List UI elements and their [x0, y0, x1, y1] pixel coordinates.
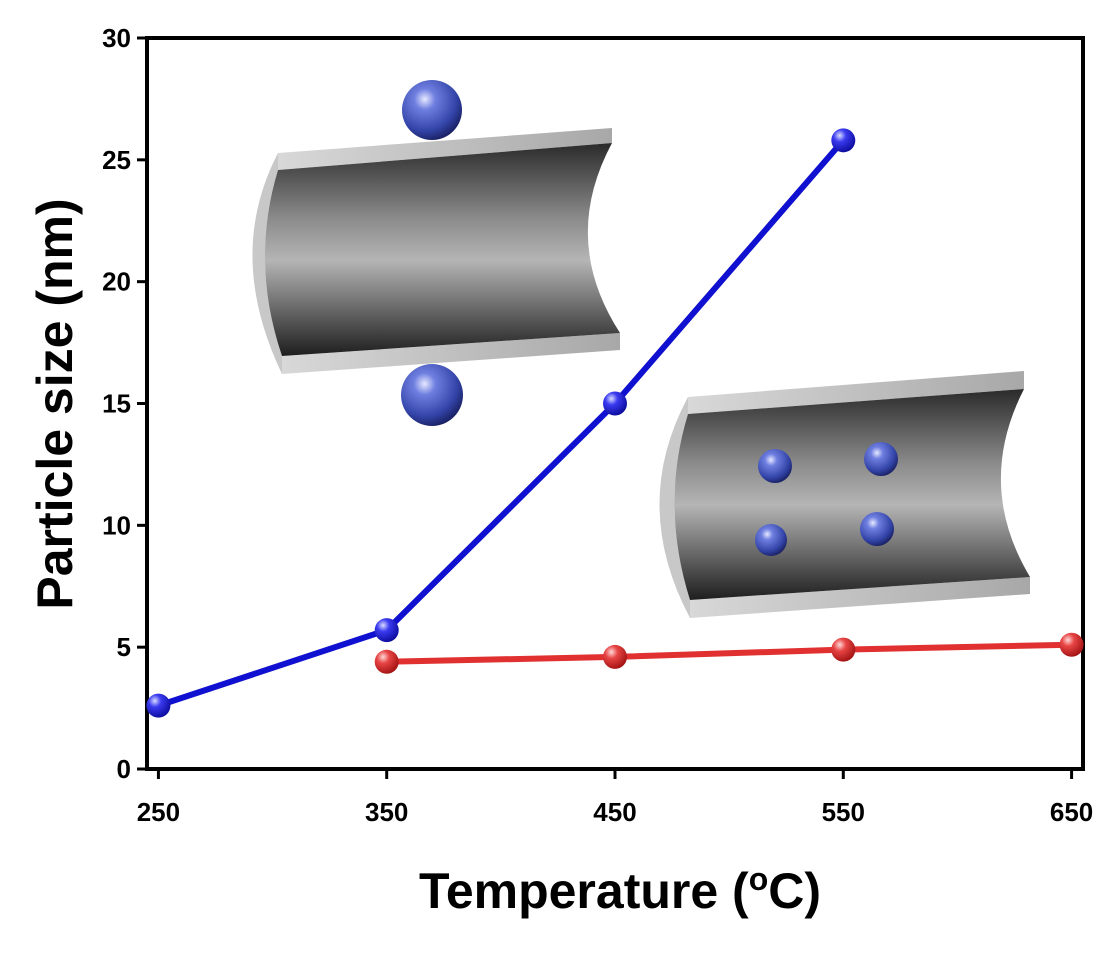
inset-tube-large-particles — [252, 80, 620, 426]
particle-small — [860, 512, 894, 546]
data-point-series-2 — [603, 644, 627, 669]
tube-lower-rim — [690, 577, 1030, 618]
x-tick-label: 650 — [1050, 797, 1093, 827]
particle-small — [758, 449, 792, 483]
tube-upper-rim — [688, 371, 1024, 414]
y-tick-label: 0 — [117, 754, 131, 784]
y-tick-label: 30 — [102, 23, 131, 53]
axis-ticks — [137, 36, 1074, 779]
particle-small — [755, 524, 787, 556]
particle-small — [864, 442, 898, 476]
x-tick-label: 550 — [822, 797, 865, 827]
series-line-1 — [157, 138, 846, 709]
tube-body — [264, 143, 620, 356]
y-tick-label: 10 — [102, 510, 131, 540]
data-point-series-1 — [603, 391, 627, 416]
inset-tube-small-particles — [659, 371, 1030, 618]
particle-large-top — [402, 80, 462, 140]
y-axis-title: Particle size (nm) — [27, 198, 83, 609]
x-tick-label: 450 — [593, 797, 636, 827]
x-axis-title: Temperature (oC) — [419, 861, 821, 919]
particle-large-bottom — [401, 364, 463, 426]
y-tick-label: 5 — [117, 632, 131, 662]
tube-outer-edge — [659, 397, 690, 618]
x-tick-label: 350 — [365, 797, 408, 827]
y-tick-label: 20 — [102, 267, 131, 297]
data-point-series-2 — [1059, 632, 1084, 657]
y-tick-label: 25 — [102, 145, 131, 175]
tube-outer-edge — [252, 153, 282, 374]
tube-body — [674, 389, 1030, 600]
series-line-2 — [386, 641, 1072, 665]
data-point-series-1 — [374, 618, 399, 643]
tube-lower-rim — [282, 333, 620, 374]
tube-upper-rim — [278, 128, 612, 170]
data-point-series-1 — [146, 693, 171, 718]
data-point-series-2 — [831, 637, 856, 662]
data-point-series-1 — [831, 128, 856, 153]
data-point-series-2 — [374, 649, 399, 674]
y-tick-label: 15 — [102, 389, 131, 419]
tick-labels: 250 350 450 550 650 0 5 10 15 20 25 30 — [102, 23, 1093, 827]
x-tick-label: 250 — [137, 797, 180, 827]
data-series — [146, 128, 1084, 718]
